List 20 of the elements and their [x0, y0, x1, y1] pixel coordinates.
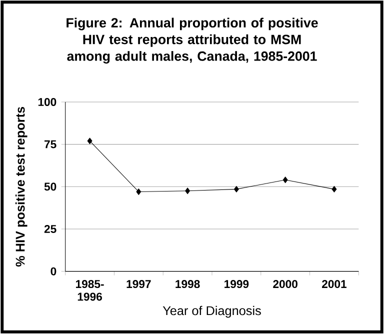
x-tick-label: 1999: [224, 280, 249, 288]
point: [87, 138, 92, 144]
x-tick-label: 1998: [176, 280, 200, 288]
x-axis-title: Year of Diagnosis: [162, 306, 261, 318]
point: [234, 186, 239, 192]
x-tick-label: 1985-1996: [76, 280, 104, 301]
point: [332, 186, 337, 192]
point: [185, 188, 190, 194]
y-axis-title: % HIV positive test reports: [15, 106, 28, 267]
chart-title: Figure 2: Annual proportion of positive HIV test reports attributed to MSM among adult males, Canada, 1985-2001: [66, 18, 318, 64]
point: [136, 188, 142, 195]
y-tick-label: 100: [38, 98, 56, 106]
x-tick-label: 2001: [322, 280, 346, 288]
y-tick-label: 75: [44, 140, 56, 148]
y-tick-label: 25: [44, 224, 56, 233]
y-tick-label: 0: [50, 267, 56, 276]
point: [282, 176, 288, 184]
y-tick-label: 50: [44, 182, 56, 191]
x-tick-label: 1997: [126, 280, 151, 288]
x-tick-label: 2000: [273, 280, 298, 288]
